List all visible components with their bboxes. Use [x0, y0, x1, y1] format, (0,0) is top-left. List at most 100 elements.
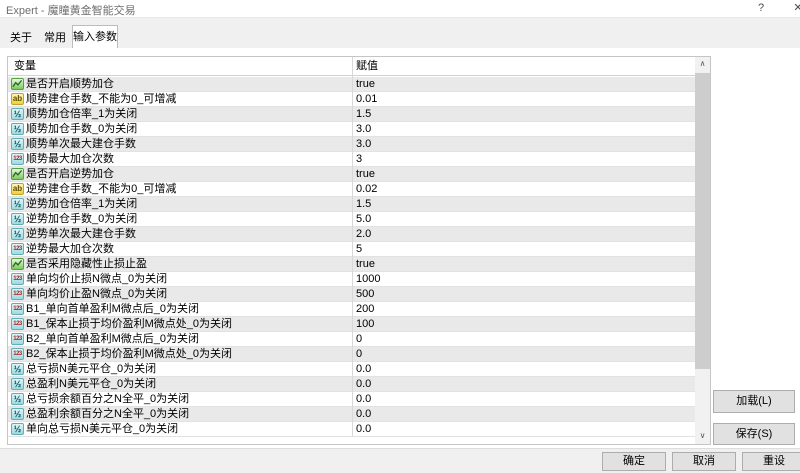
table-row[interactable]: ab 逆势建仓手数_不能为0_可增减 0.02: [8, 182, 695, 197]
param-name: 单向总亏损N美元平仓_0为关闭: [26, 423, 179, 435]
table-row[interactable]: ½ 逆势加仓手数_0为关闭 5.0: [8, 212, 695, 227]
tab-inputs[interactable]: 输入参数: [72, 25, 118, 48]
close-icon[interactable]: ✕: [793, 2, 800, 14]
param-name: 逆势加仓倍率_1为关闭: [26, 198, 138, 210]
table-row[interactable]: 是否开启逆势加仓 true: [8, 167, 695, 182]
double-icon: ½: [11, 378, 24, 390]
column-divider[interactable]: [352, 57, 353, 437]
scroll-down-icon[interactable]: ∨: [699, 431, 706, 440]
scroll-up-icon[interactable]: ∧: [699, 59, 706, 68]
param-name: 总盈利N美元平仓_0为关闭: [26, 378, 157, 390]
double-icon: ½: [11, 228, 24, 240]
table-row[interactable]: 是否开启顺势加仓 true: [8, 77, 695, 92]
vertical-scrollbar[interactable]: ∧ ∨: [695, 57, 710, 444]
scrollbar-thumb[interactable]: [695, 73, 710, 369]
table-row[interactable]: 123 单向均价止损N微点_0为关闭 1000: [8, 272, 695, 287]
table-row[interactable]: 123 B2_单向首单盈利M微点后_0为关闭 0: [8, 332, 695, 347]
param-value[interactable]: 1.5: [356, 108, 372, 120]
table-row[interactable]: ab 顺势建仓手数_不能为0_可增减 0.01: [8, 92, 695, 107]
table-row[interactable]: ½ 逆势加仓倍率_1为关闭 1.5: [8, 197, 695, 212]
int-icon: 123: [11, 153, 24, 165]
parameters-table: 变量 赋值 是否开启顺势加仓 true ab 顺势建仓手数_不能为0_可增减 0…: [7, 56, 711, 445]
table-row[interactable]: ½ 顺势加仓手数_0为关闭 3.0: [8, 122, 695, 137]
param-name: B2_保本止损于均价盈利M微点处_0为关闭: [26, 348, 232, 360]
table-row[interactable]: ½ 单向总亏损N美元平仓_0为关闭 0.0: [8, 422, 695, 437]
param-name: 逆势单次最大建仓手数: [26, 228, 136, 240]
param-value[interactable]: 0.01: [356, 93, 378, 105]
param-name: 顺势加仓手数_0为关闭: [26, 123, 138, 135]
param-name: 顺势加仓倍率_1为关闭: [26, 108, 138, 120]
param-value[interactable]: 0.0: [356, 423, 372, 435]
param-value[interactable]: true: [356, 78, 375, 90]
param-name: 单向均价止损N微点_0为关闭: [26, 273, 168, 285]
table-row[interactable]: 123 B2_保本止损于均价盈利M微点处_0为关闭 0: [8, 347, 695, 362]
param-name: 逆势最大加仓次数: [26, 243, 114, 255]
double-icon: ½: [11, 213, 24, 225]
footer-bar: 确定 取消 重设: [0, 448, 800, 473]
table-row[interactable]: ½ 总盈利N美元平仓_0为关闭 0.0: [8, 377, 695, 392]
tab-common[interactable]: 常用: [44, 32, 66, 44]
param-value[interactable]: 5.0: [356, 213, 372, 225]
param-value[interactable]: 200: [356, 303, 375, 315]
param-value[interactable]: true: [356, 168, 375, 180]
param-value[interactable]: 5: [356, 243, 363, 255]
param-value[interactable]: 1.5: [356, 198, 372, 210]
string-icon: ab: [11, 183, 24, 195]
column-header-variable: 变量: [14, 60, 36, 72]
param-value[interactable]: 100: [356, 318, 375, 330]
param-name: 顺势单次最大建仓手数: [26, 138, 136, 150]
reset-button[interactable]: 重设: [742, 452, 800, 471]
ok-button[interactable]: 确定: [602, 452, 666, 471]
param-value[interactable]: 3.0: [356, 123, 372, 135]
table-row[interactable]: 123 B1_单向首单盈利M微点后_0为关闭 200: [8, 302, 695, 317]
double-icon: ½: [11, 123, 24, 135]
bool-icon: [11, 258, 24, 270]
param-value[interactable]: 0.0: [356, 393, 372, 405]
tab-about[interactable]: 关于: [10, 32, 32, 44]
param-value[interactable]: 1000: [356, 273, 381, 285]
int-icon: 123: [11, 288, 24, 300]
param-value[interactable]: 0.0: [356, 378, 372, 390]
param-name: 顺势建仓手数_不能为0_可增减: [26, 93, 177, 105]
table-row[interactable]: ½ 顺势加仓倍率_1为关闭 1.5: [8, 107, 695, 122]
param-name: 逆势建仓手数_不能为0_可增减: [26, 183, 177, 195]
bool-icon: [11, 78, 24, 90]
window-title: Expert - 魔瞳黄金智能交易: [6, 5, 136, 17]
param-name: 是否开启顺势加仓: [26, 78, 114, 90]
help-icon[interactable]: ?: [757, 2, 765, 14]
table-row[interactable]: ½ 总盈利余额百分之N全平_0为关闭 0.0: [8, 407, 695, 422]
param-value[interactable]: 0.02: [356, 183, 378, 195]
param-value[interactable]: 0: [356, 348, 363, 360]
table-row[interactable]: 123 顺势最大加仓次数 3: [8, 152, 695, 167]
param-value[interactable]: true: [356, 258, 375, 270]
param-value[interactable]: 500: [356, 288, 375, 300]
table-header: 变量 赋值: [8, 57, 710, 76]
table-row[interactable]: 是否采用隐藏性止损止盈 true: [8, 257, 695, 272]
table-row[interactable]: ½ 顺势单次最大建仓手数 3.0: [8, 137, 695, 152]
int-icon: 123: [11, 333, 24, 345]
table-row[interactable]: 123 逆势最大加仓次数 5: [8, 242, 695, 257]
table-row[interactable]: ½ 逆势单次最大建仓手数 2.0: [8, 227, 695, 242]
param-value[interactable]: 2.0: [356, 228, 372, 240]
table-row[interactable]: ½ 总亏损余额百分之N全平_0为关闭 0.0: [8, 392, 695, 407]
tab-strip: 关于 常用 输入参数: [0, 18, 800, 48]
save-button[interactable]: 保存(S): [713, 423, 795, 445]
param-value[interactable]: 3: [356, 153, 363, 165]
table-row[interactable]: 123 B1_保本止损于均价盈利M微点处_0为关闭 100: [8, 317, 695, 332]
table-row[interactable]: ½ 总亏损N美元平仓_0为关闭 0.0: [8, 362, 695, 377]
param-value[interactable]: 3.0: [356, 138, 372, 150]
param-value[interactable]: 0.0: [356, 363, 372, 375]
load-button[interactable]: 加载(L): [713, 390, 795, 413]
param-name: B1_单向首单盈利M微点后_0为关闭: [26, 303, 199, 315]
string-icon: ab: [11, 93, 24, 105]
param-value[interactable]: 0: [356, 333, 363, 345]
param-name: 顺势最大加仓次数: [26, 153, 114, 165]
param-name: 是否开启逆势加仓: [26, 168, 114, 180]
param-value[interactable]: 0.0: [356, 408, 372, 420]
cancel-button[interactable]: 取消: [672, 452, 736, 471]
double-icon: ½: [11, 108, 24, 120]
table-row[interactable]: 123 单向均价止盈N微点_0为关闭 500: [8, 287, 695, 302]
param-name: B1_保本止损于均价盈利M微点处_0为关闭: [26, 318, 232, 330]
double-icon: ½: [11, 138, 24, 150]
